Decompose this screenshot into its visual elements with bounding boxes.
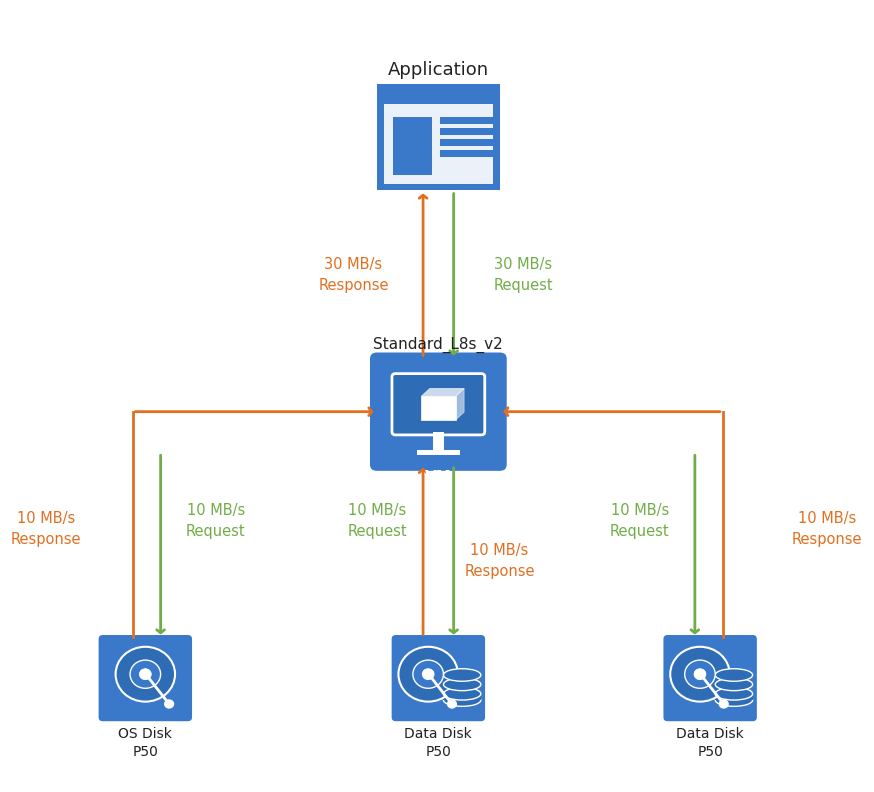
Bar (443, 694, 481, 700)
Circle shape (139, 668, 151, 680)
Text: VM: VM (425, 470, 452, 485)
Bar (433, 432, 444, 450)
FancyBboxPatch shape (370, 352, 507, 470)
Circle shape (130, 660, 161, 688)
Text: OS Disk
P50: OS Disk P50 (118, 727, 172, 759)
Bar (440, 150, 497, 157)
Circle shape (718, 699, 729, 709)
Circle shape (694, 668, 706, 680)
Ellipse shape (715, 687, 753, 700)
Circle shape (422, 668, 434, 680)
Text: 30 MB/s
Response: 30 MB/s Response (318, 257, 389, 292)
Text: Data Disk
P50: Data Disk P50 (676, 727, 744, 759)
Circle shape (670, 647, 730, 702)
FancyBboxPatch shape (384, 104, 493, 184)
Polygon shape (421, 388, 464, 396)
Ellipse shape (715, 678, 753, 691)
Circle shape (399, 647, 458, 702)
FancyBboxPatch shape (99, 635, 192, 722)
FancyBboxPatch shape (377, 85, 500, 190)
Text: 10 MB/s
Response: 10 MB/s Response (792, 511, 863, 547)
FancyBboxPatch shape (392, 374, 485, 435)
Bar (417, 450, 460, 455)
Circle shape (413, 660, 443, 688)
Bar (440, 139, 497, 147)
Bar (715, 694, 753, 700)
Circle shape (684, 660, 715, 688)
Circle shape (139, 668, 151, 680)
Ellipse shape (443, 694, 481, 706)
Text: Standard_L8s_v2: Standard_L8s_v2 (373, 337, 503, 353)
FancyBboxPatch shape (392, 635, 485, 722)
Circle shape (447, 699, 457, 709)
Ellipse shape (715, 668, 753, 681)
Text: 10 MB/s
Request: 10 MB/s Request (610, 504, 669, 539)
FancyBboxPatch shape (393, 117, 433, 175)
Ellipse shape (443, 678, 481, 691)
Text: 10 MB/s
Request: 10 MB/s Request (347, 504, 407, 539)
Circle shape (164, 699, 174, 709)
Ellipse shape (443, 668, 481, 681)
Bar (440, 117, 497, 124)
Text: 30 MB/s
Request: 30 MB/s Request (494, 257, 553, 292)
Text: Application: Application (388, 61, 489, 78)
Text: 10 MB/s
Response: 10 MB/s Response (464, 543, 535, 579)
Bar (440, 128, 497, 135)
Ellipse shape (443, 687, 481, 700)
FancyBboxPatch shape (663, 635, 757, 722)
Polygon shape (455, 388, 464, 420)
Ellipse shape (715, 694, 753, 706)
Polygon shape (421, 396, 455, 420)
Text: Data Disk
P50: Data Disk P50 (405, 727, 472, 759)
Circle shape (115, 647, 175, 702)
Text: 10 MB/s
Response: 10 MB/s Response (10, 511, 81, 547)
Circle shape (694, 668, 706, 680)
Circle shape (422, 668, 434, 680)
Text: 10 MB/s
Request: 10 MB/s Request (186, 504, 246, 539)
